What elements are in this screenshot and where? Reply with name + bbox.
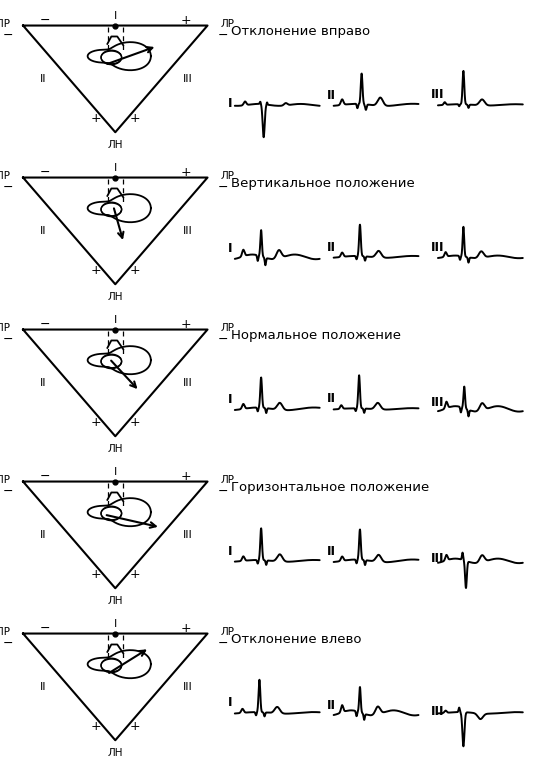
Text: Отклонение влево: Отклонение влево <box>232 633 362 646</box>
Text: ЛР: ЛР <box>220 475 234 485</box>
Text: III: III <box>431 396 445 409</box>
Text: I: I <box>228 393 233 406</box>
Text: I: I <box>114 467 117 477</box>
Text: −: − <box>217 637 228 650</box>
Text: Горизонтальное положение: Горизонтальное положение <box>232 481 430 494</box>
Text: II: II <box>40 74 46 84</box>
Text: −: − <box>40 622 51 635</box>
Text: I: I <box>114 619 117 629</box>
Text: ПР: ПР <box>0 19 10 29</box>
Text: ЛР: ЛР <box>220 19 234 29</box>
Text: I: I <box>228 545 233 558</box>
Text: ПР: ПР <box>0 627 10 637</box>
Text: III: III <box>183 530 193 540</box>
Text: +: + <box>90 416 101 429</box>
Text: II: II <box>40 378 46 388</box>
Text: +: + <box>130 112 141 125</box>
Text: III: III <box>183 378 193 388</box>
Text: −: − <box>40 14 51 27</box>
Text: II: II <box>40 226 46 236</box>
Text: Вертикальное положение: Вертикальное положение <box>232 177 415 190</box>
Text: −: − <box>40 166 51 179</box>
Text: Отклонение вправо: Отклонение вправо <box>232 25 371 38</box>
Text: II: II <box>40 530 46 540</box>
Text: −: − <box>217 333 228 346</box>
Text: Нормальное положение: Нормальное положение <box>232 329 401 342</box>
Text: II: II <box>327 392 336 405</box>
Text: +: + <box>90 264 101 277</box>
Text: ПР: ПР <box>0 171 10 181</box>
Text: II: II <box>327 698 336 711</box>
Text: ПР: ПР <box>0 475 10 485</box>
Text: ЛН: ЛН <box>108 140 123 150</box>
Text: −: − <box>217 485 228 498</box>
Text: III: III <box>431 88 445 101</box>
Text: II: II <box>327 545 336 558</box>
Text: −: − <box>2 181 13 194</box>
Text: III: III <box>183 682 193 692</box>
Text: II: II <box>327 89 336 102</box>
Text: +: + <box>130 264 141 277</box>
Text: +: + <box>130 568 141 581</box>
Text: ЛР: ЛР <box>220 171 234 181</box>
Text: ЛН: ЛН <box>108 596 123 606</box>
Text: III: III <box>183 74 193 84</box>
Text: III: III <box>431 552 445 565</box>
Text: II: II <box>40 682 46 692</box>
Text: −: − <box>2 637 13 650</box>
Text: III: III <box>183 226 193 236</box>
Text: ЛН: ЛН <box>108 292 123 302</box>
Text: I: I <box>228 242 233 255</box>
Text: +: + <box>180 470 191 483</box>
Text: I: I <box>114 163 117 173</box>
Text: +: + <box>180 622 191 635</box>
Text: ЛР: ЛР <box>220 627 234 637</box>
Text: +: + <box>130 720 141 733</box>
Text: +: + <box>90 112 101 125</box>
Text: −: − <box>40 470 51 483</box>
Text: +: + <box>90 720 101 733</box>
Text: I: I <box>228 696 233 709</box>
Text: +: + <box>90 568 101 581</box>
Text: −: − <box>2 29 13 42</box>
Text: +: + <box>130 416 141 429</box>
Text: ПР: ПР <box>0 323 10 333</box>
Text: −: − <box>40 318 51 331</box>
Text: +: + <box>180 166 191 179</box>
Text: ЛН: ЛН <box>108 748 123 758</box>
Text: ЛР: ЛР <box>220 323 234 333</box>
Text: I: I <box>114 11 117 21</box>
Text: −: − <box>2 485 13 498</box>
Text: −: − <box>2 333 13 346</box>
Text: II: II <box>327 241 336 254</box>
Text: +: + <box>180 318 191 331</box>
Text: +: + <box>180 14 191 27</box>
Text: −: − <box>217 29 228 42</box>
Text: III: III <box>431 705 445 717</box>
Text: III: III <box>431 242 445 255</box>
Text: I: I <box>114 315 117 325</box>
Text: −: − <box>217 181 228 194</box>
Text: ЛН: ЛН <box>108 444 123 454</box>
Text: I: I <box>228 97 233 110</box>
